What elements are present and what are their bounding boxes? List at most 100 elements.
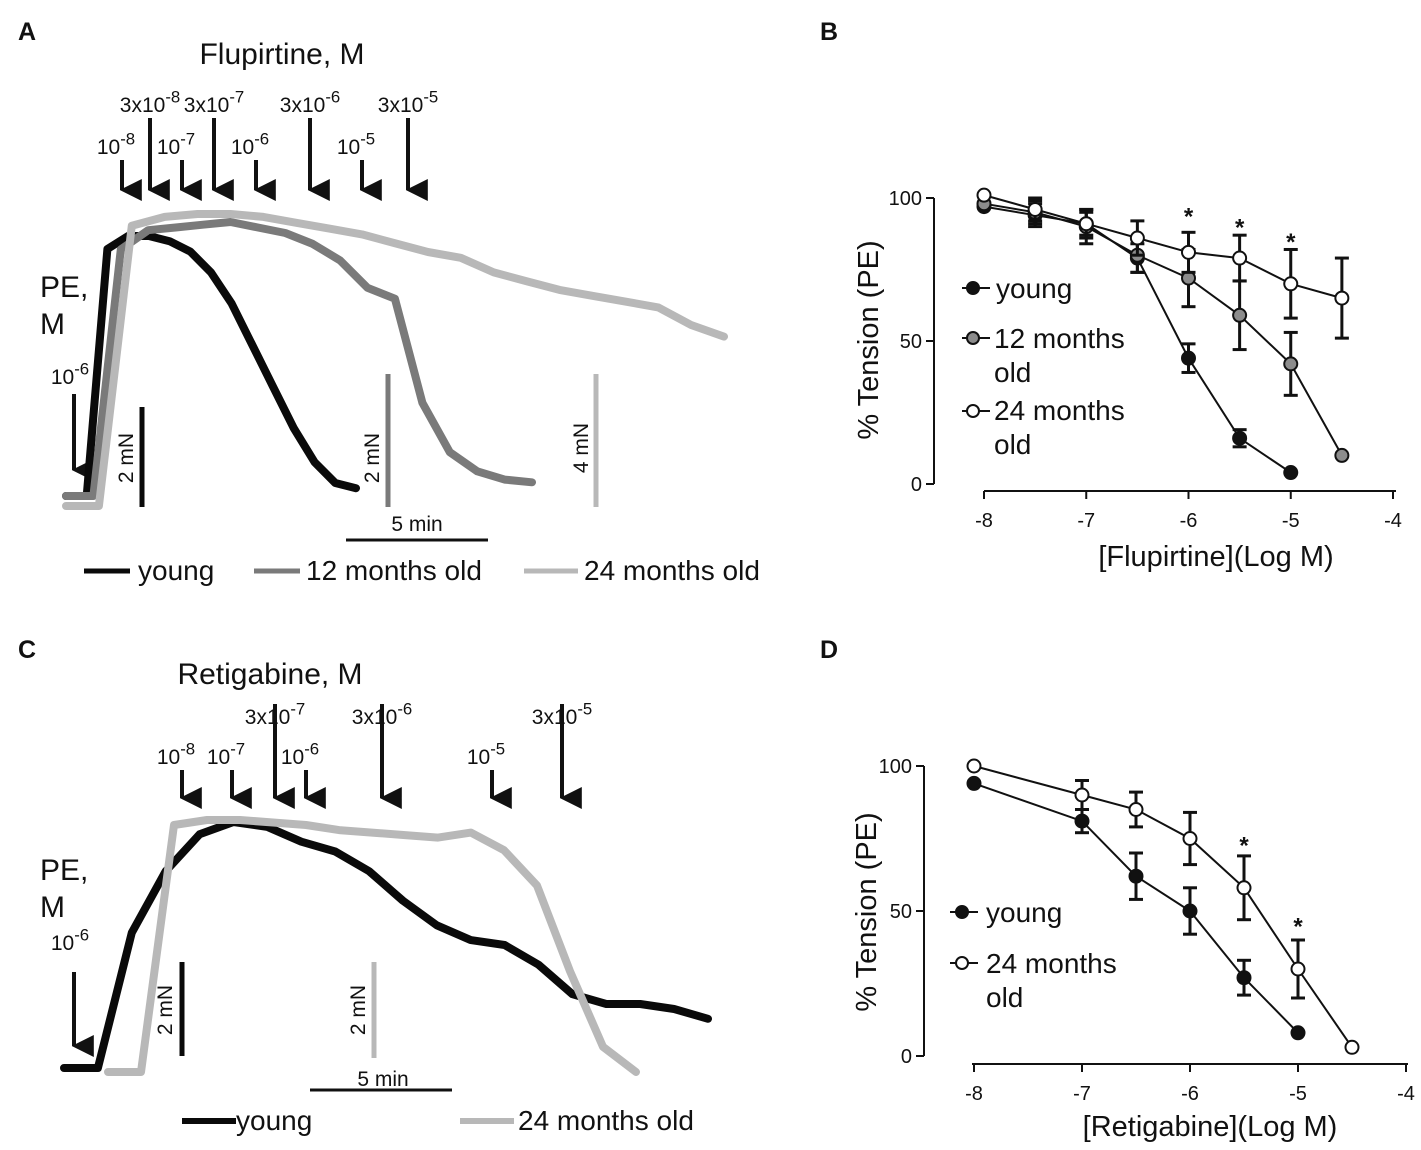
panel-a-scale-label-12m: 2 mN [361, 433, 384, 483]
panel-d-x-label: [Retigabine](Log M) [1083, 1111, 1338, 1143]
panel-a-trace-lines [62, 210, 728, 510]
panel-b-point-24-months-old [976, 187, 992, 203]
panel-d-plot: 0 50 100 -8 -7 -6 -5 -4 % Tension (PE) [Retiga… [851, 756, 1415, 1143]
panel-a-trace-24-months-old [62, 210, 728, 510]
panel-a-agonist-name: PE, [40, 271, 88, 304]
panel-a-legend-12m: 12 months old [306, 555, 482, 586]
panel-d-point-young [1290, 1025, 1306, 1041]
panel-b-y-tick-label: 50 [900, 331, 922, 353]
panel-a-scale-label-young: 2 mN [115, 433, 138, 483]
panel-d-legend-marker-young [955, 905, 969, 919]
panel-b-line-24-months-old [983, 194, 1343, 300]
panel-d-line-young [973, 782, 1299, 1034]
panel-a-trace-young [62, 232, 360, 500]
panel-d-point-24-months-old [1182, 831, 1198, 846]
panel-c-title: Retigabine, M [177, 658, 362, 691]
panel-b-point-24-months-old [1078, 216, 1094, 232]
panel-d-point-24-months-old [966, 758, 982, 774]
panel-a-trace-12-months-old [62, 218, 536, 500]
panel-b-y-ticks: 0 50 100 [889, 188, 934, 496]
panel-c-dose-label: 10-5 [467, 740, 505, 769]
panel-d-legend-24m-line1: 24 months [986, 948, 1117, 979]
panel-d-x-tick-label: -8 [965, 1083, 983, 1105]
panel-b-x-tick-label: -5 [1282, 510, 1300, 532]
panel-a-agonist-conc: 10-6 [51, 360, 89, 389]
panel-b-point-young [1232, 430, 1248, 446]
panel-a-legend-young: young [138, 555, 214, 586]
panel-c-agonist-name: PE, [40, 854, 88, 887]
panel-a-dose-label: 10-5 [337, 130, 375, 159]
panel-b-x-tick-label: -4 [1384, 510, 1402, 532]
panel-a-dose-label: 3x10-7 [184, 88, 244, 117]
panel-b-point-24-months-old [1027, 201, 1043, 217]
panel-a-traces: Flupirtine, M 10-8 3x10-8 10-7 3x10-7 10-6 3x… [40, 38, 760, 586]
panel-d-point-24-months-old [1290, 961, 1306, 977]
panel-a-time-scale-label: 5 min [391, 513, 442, 536]
panel-d-y-ticks: 0 50 100 [879, 756, 924, 1068]
panel-d-x-tick-label: -7 [1073, 1083, 1091, 1105]
panel-a-dose-label: 10-6 [231, 130, 269, 159]
panel-d-point-young [966, 775, 982, 791]
panel-a-scale-label-24m: 4 mN [570, 423, 593, 473]
panel-b-point-24-months-old [1232, 250, 1248, 266]
panel-c-scale-label-24m: 2 mN [347, 985, 370, 1035]
panel-c-dose-label: 3x10-5 [532, 700, 592, 729]
panel-b-point-24-months-old [1334, 290, 1350, 306]
panel-d-significance-star: * [1239, 832, 1249, 859]
panel-c-legend-young: young [236, 1105, 312, 1136]
panel-b-legend-marker-young [966, 281, 980, 295]
panel-b-line-12-months-old [983, 202, 1343, 456]
panel-c-legend-24m: 24 months old [518, 1105, 694, 1136]
panel-c-traces: Retigabine, M 10-8 10-73x10-710-63x10-610… [40, 658, 712, 1136]
panel-a-dose-label: 10-8 [97, 130, 135, 159]
panel-d-significance-star: * [1293, 914, 1303, 941]
panel-a-dose-label: 3x10-5 [378, 88, 438, 117]
panel-d-point-24-months-old [1128, 802, 1144, 817]
panel-b-legend-marker-24m [966, 404, 980, 418]
panel-d-point-24-months-old [1236, 880, 1252, 896]
panel-d-x-ticks: -8 -7 -6 -5 -4 [965, 1064, 1415, 1105]
panel-d-x-tick-label: -5 [1289, 1083, 1307, 1105]
panel-b-point-24-months-old [1181, 244, 1196, 260]
panel-letter-b: B [820, 18, 838, 46]
panel-c-dose-label: 3x10-7 [245, 700, 305, 729]
panel-b-point-young [1181, 350, 1196, 366]
panel-b-legend-24m-line2: old [994, 429, 1031, 460]
panel-c-trace-24-months-old [104, 816, 640, 1076]
panel-a-dose-label: 10-7 [157, 130, 195, 159]
panel-c-agonist-arrow: 10-6 [51, 926, 94, 1057]
panel-b-x-tick-label: -7 [1077, 510, 1095, 532]
panel-a-title: Flupirtine, M [199, 38, 364, 71]
panel-d-y-tick-label: 100 [879, 756, 912, 778]
panel-b-x-tick-label: -8 [975, 510, 993, 532]
panel-d-point-24-months-old [1074, 787, 1090, 803]
panel-a-dose-label: 3x10-6 [280, 88, 340, 117]
panel-d-data: ** [966, 758, 1360, 1055]
panel-d-y-tick-label: 50 [890, 901, 912, 923]
panel-b-data: * * * [976, 187, 1350, 481]
panel-d-x-tick-label: -4 [1397, 1083, 1415, 1105]
panel-b-significance-star: * [1286, 229, 1296, 256]
panel-b-x-ticks: -8 -7 -6 -5 -4 [975, 491, 1402, 532]
panel-a-legend-24m: 24 months old [584, 555, 760, 586]
panel-b-point-24-months-old [1283, 276, 1299, 292]
panel-b-y-tick-label: 100 [889, 188, 922, 210]
panel-b-y-tick-label: 0 [911, 474, 922, 496]
panel-d-legend-24m-line2: old [986, 982, 1023, 1013]
panel-b-significance-star: * [1184, 203, 1194, 230]
panel-d-point-young [1236, 970, 1252, 986]
panel-a-dose-label: 3x10-8 [120, 88, 180, 117]
panel-b-y-label: % Tension (PE) [853, 240, 885, 439]
panel-d-point-young [1128, 868, 1144, 884]
panel-b-legend-young: young [996, 273, 1072, 304]
panel-a-agonist-arrow: 10-6 [51, 360, 94, 481]
panel-letter-a: A [18, 18, 36, 46]
panel-b-x-label: [Flupirtine](Log M) [1098, 541, 1333, 573]
panel-c-agonist-conc: 10-6 [51, 926, 89, 955]
panel-b-legend-12m-line1: 12 months [994, 323, 1125, 354]
panel-b-legend-24m-line1: 24 months [994, 395, 1125, 426]
panel-d-y-label: % Tension (PE) [851, 812, 883, 1011]
panel-d-legend-marker-24m [955, 956, 969, 970]
